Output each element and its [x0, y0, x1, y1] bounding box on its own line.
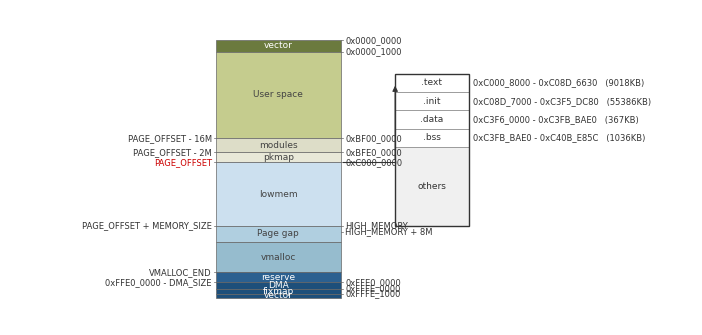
- Text: 0xC3F6_0000 - 0xC3FB_BAE0   (367KB): 0xC3F6_0000 - 0xC3FB_BAE0 (367KB): [473, 115, 639, 124]
- Text: PAGE_OFFSET - 2M: PAGE_OFFSET - 2M: [133, 148, 212, 157]
- Text: vector: vector: [264, 291, 293, 300]
- Text: vector: vector: [264, 42, 293, 50]
- Bar: [216, 272, 340, 282]
- Text: .bss: .bss: [423, 133, 441, 142]
- Text: PAGE_OFFSET: PAGE_OFFSET: [154, 158, 212, 167]
- Text: pkmap: pkmap: [263, 153, 293, 162]
- Text: 0xFFE0_0000 - DMA_SIZE: 0xFFE0_0000 - DMA_SIZE: [105, 278, 212, 287]
- Text: 0xFFFE_1000: 0xFFFE_1000: [345, 289, 401, 298]
- Text: VMALLOC_END: VMALLOC_END: [149, 268, 212, 277]
- Text: others: others: [418, 182, 446, 191]
- Bar: [216, 52, 340, 138]
- Text: 0xC000_8000 - 0xC08D_6630   (9018KB): 0xC000_8000 - 0xC08D_6630 (9018KB): [473, 78, 644, 87]
- Text: 0xC08D_7000 - 0xC3F5_DC80   (55386KB): 0xC08D_7000 - 0xC3F5_DC80 (55386KB): [473, 96, 651, 106]
- Text: HIGH_MEMORY + 8M: HIGH_MEMORY + 8M: [345, 227, 433, 236]
- Bar: [395, 74, 469, 226]
- Bar: [216, 138, 340, 152]
- Bar: [395, 147, 469, 226]
- Text: 0x0000_1000: 0x0000_1000: [345, 47, 402, 56]
- Bar: [395, 110, 469, 129]
- Text: DMA: DMA: [267, 281, 289, 290]
- Bar: [395, 74, 469, 92]
- Text: 0xFFE0_0000: 0xFFE0_0000: [345, 278, 401, 287]
- Bar: [216, 242, 340, 272]
- Bar: [216, 40, 340, 52]
- Text: 0xC000_0000: 0xC000_0000: [345, 158, 402, 167]
- Text: PAGE_OFFSET - 16M: PAGE_OFFSET - 16M: [128, 134, 212, 143]
- Bar: [216, 289, 340, 293]
- Bar: [395, 92, 469, 110]
- Text: 0xBFE0_0000: 0xBFE0_0000: [345, 148, 402, 157]
- Text: lowmem: lowmem: [259, 190, 298, 199]
- Text: .init: .init: [423, 96, 441, 106]
- Text: modules: modules: [259, 141, 298, 150]
- Text: Page gap: Page gap: [258, 229, 299, 239]
- Text: .data: .data: [420, 115, 444, 124]
- Text: 0xC3FB_BAE0 - 0xC40B_E85C   (1036KB): 0xC3FB_BAE0 - 0xC40B_E85C (1036KB): [473, 133, 646, 142]
- Text: 0xBF00_0000: 0xBF00_0000: [345, 134, 402, 143]
- Text: User space: User space: [253, 90, 303, 99]
- Bar: [216, 293, 340, 298]
- Bar: [216, 162, 340, 226]
- Text: 0xFFFE_0000: 0xFFFE_0000: [345, 285, 401, 293]
- Text: HIGH_MEMORY: HIGH_MEMORY: [345, 221, 408, 230]
- Bar: [395, 129, 469, 147]
- Bar: [216, 282, 340, 289]
- Bar: [216, 226, 340, 242]
- Text: .text: .text: [421, 78, 442, 87]
- Text: fixmap: fixmap: [263, 287, 294, 296]
- Text: PAGE_OFFSET + MEMORY_SIZE: PAGE_OFFSET + MEMORY_SIZE: [82, 221, 212, 230]
- Text: vmalloc: vmalloc: [260, 253, 296, 262]
- Text: 0x0000_0000: 0x0000_0000: [345, 36, 402, 45]
- Text: reserve: reserve: [261, 273, 296, 282]
- Bar: [216, 152, 340, 162]
